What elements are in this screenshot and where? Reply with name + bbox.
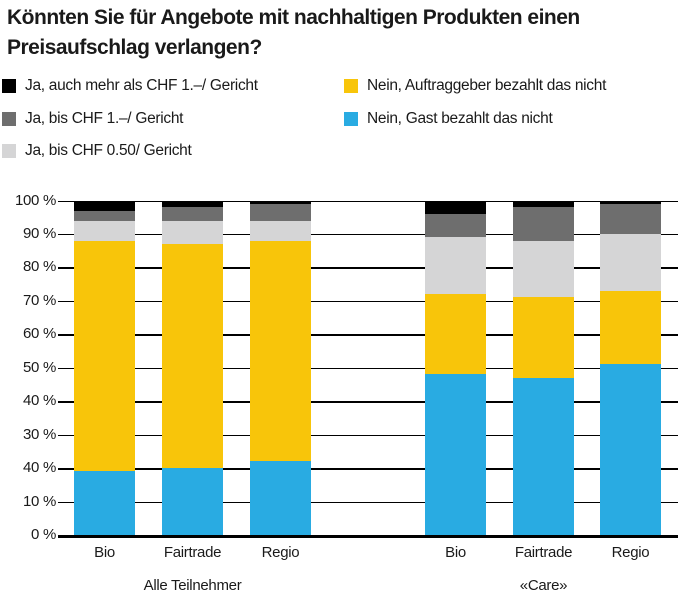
y-gridline (58, 367, 678, 370)
bar-segment (600, 290, 661, 365)
y-gridline (58, 401, 678, 403)
bar-segment (425, 200, 486, 214)
chart-title-line1: Könnten Sie für Angebote mit nachhaltige… (7, 6, 580, 29)
legend-item-label: Ja, bis CHF 1.–/ Gericht (25, 109, 184, 127)
legend-item-label: Ja, bis CHF 0.50/ Gericht (25, 142, 192, 159)
x-axis-category-label: Regio (261, 544, 300, 561)
y-axis-tick-label: 70 % (23, 291, 56, 309)
stacked-bar (513, 200, 574, 536)
bar-segment (600, 364, 661, 535)
legend-color-swatch-icon (2, 111, 16, 126)
y-axis-tick-label: 60 % (23, 325, 56, 343)
bar-segment (513, 200, 574, 208)
y-axis-tick-label: 50 % (23, 358, 56, 376)
bar-segment (162, 243, 223, 469)
bar-segment (425, 237, 486, 295)
y-gridline (58, 200, 678, 202)
bar-segment (74, 240, 135, 472)
bar-segment (162, 207, 223, 221)
legend-color-swatch-icon (344, 111, 358, 126)
bar-segment (250, 220, 311, 241)
bar-segment (250, 461, 311, 535)
stacked-bar (162, 200, 223, 536)
legend-item: Ja, bis CHF 0.50/ Gericht (2, 142, 192, 159)
stacked-bar (250, 200, 311, 536)
x-axis-category-label: Bio (94, 544, 115, 561)
legend-item: Ja, bis CHF 1.–/ Gericht (2, 109, 184, 127)
y-gridline (58, 267, 678, 269)
bar-segment (74, 220, 135, 241)
bar-segment (513, 297, 574, 378)
y-axis-tick-label: 40 % (23, 392, 56, 410)
bar-segment (162, 220, 223, 244)
legend-item-label: Ja, auch mehr als CHF 1.–/ Gericht (25, 77, 258, 94)
bar-segment (74, 200, 135, 211)
legend-item-label: Nein, Auftraggeber bezahlt das nicht (367, 77, 607, 94)
bar-segment (513, 207, 574, 241)
x-axis-category-label: Fairtrade (514, 544, 573, 561)
y-axis-tick-label: 100 % (14, 191, 56, 209)
x-axis-category-label: Fairtrade (163, 544, 222, 561)
bar-segment (74, 210, 135, 221)
x-axis-baseline (58, 535, 678, 538)
x-axis-category-label: Regio (611, 544, 650, 561)
bar-segment (513, 377, 574, 535)
y-gridline (58, 434, 678, 437)
legend-color-swatch-icon (2, 79, 16, 93)
bar-segment (425, 374, 486, 535)
bar-segment (513, 240, 574, 298)
legend-item: Nein, Gast bezahlt das nicht (344, 109, 553, 127)
y-gridline (58, 300, 678, 303)
legend-item: Nein, Auftraggeber bezahlt das nicht (344, 77, 607, 94)
x-axis-group-label: «Care» (519, 577, 568, 594)
y-gridline (58, 468, 678, 470)
bar-segment (600, 203, 661, 234)
legend-color-swatch-icon (344, 79, 358, 93)
chart-title: Könnten Sie für Angebote mit nachhaltige… (7, 3, 580, 63)
y-axis-tick-label: 0 % (31, 526, 56, 543)
legend-item-label: Nein, Gast bezahlt das nicht (367, 109, 553, 127)
bar-segment (250, 240, 311, 462)
y-gridline (58, 334, 678, 336)
y-axis-tick-label: 10 % (23, 492, 56, 510)
x-axis-category-label: Bio (445, 544, 466, 561)
y-axis-tick-label: 90 % (23, 224, 56, 242)
y-axis-tick-label: 80 % (23, 258, 56, 276)
y-gridline (58, 233, 678, 236)
bar-segment (162, 468, 223, 535)
legend-item: Ja, auch mehr als CHF 1.–/ Gericht (2, 77, 258, 94)
y-axis-tick-label: 40 % (23, 459, 56, 477)
y-gridline (58, 501, 678, 504)
stacked-bar (600, 200, 661, 536)
stacked-bar (425, 200, 486, 536)
bar-segment (74, 471, 135, 535)
bar-segment (162, 200, 223, 208)
bar-segment (250, 203, 311, 221)
y-axis-tick-label: 30 % (23, 425, 56, 443)
x-axis-group-label: Alle Teilnehmer (143, 577, 242, 594)
bar-segment (600, 233, 661, 291)
bar-segment (600, 200, 661, 204)
stacked-bar (74, 200, 135, 536)
bar-segment (425, 213, 486, 238)
bar-segment (250, 200, 311, 204)
bar-segment (425, 294, 486, 375)
legend-color-swatch-icon (2, 144, 16, 158)
chart-title-line2: Preisaufschlag verlangen? (7, 36, 262, 59)
